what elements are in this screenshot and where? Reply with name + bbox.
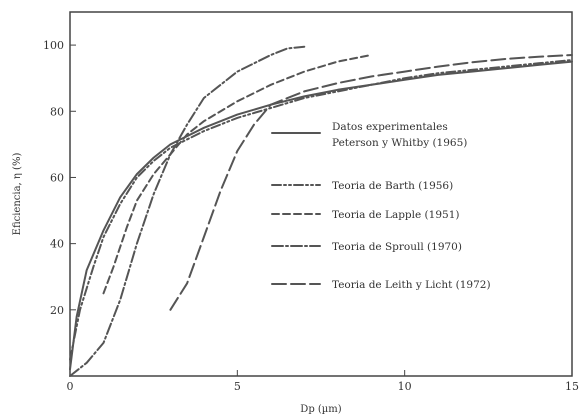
y-axis-ticks: 20 40 60 80 100 <box>43 39 76 317</box>
y-tick-label: 80 <box>50 105 64 118</box>
series-barth <box>69 59 573 361</box>
legend-label-peterson-whitby: Datos experimentales Peterson y Whitby (… <box>332 121 467 149</box>
series-lapple <box>102 54 373 295</box>
legend: Datos experimentales Peterson y Whitby (… <box>271 121 491 291</box>
legend-label-lapple: Teoria de Lapple (1951) <box>332 209 459 221</box>
x-tick-label: 5 <box>234 380 241 393</box>
series-sproull <box>69 45 306 377</box>
x-axis-label: Dp (µm) <box>300 404 341 415</box>
y-tick-label: 100 <box>43 39 64 52</box>
y-tick-label: 20 <box>50 304 64 317</box>
y-tick-label: 40 <box>50 238 64 251</box>
x-tick-label: 10 <box>398 380 412 393</box>
legend-label-leith-licht: Teoria de Leith y Licht (1972) <box>332 279 491 291</box>
series-leith-licht <box>169 54 573 311</box>
legend-label-barth: Teoria de Barth (1956) <box>332 180 453 192</box>
x-tick-label: 15 <box>565 380 579 393</box>
x-tick-label: 0 <box>67 380 74 393</box>
x-axis-ticks: 0 5 10 15 <box>67 370 579 393</box>
legend-label-sproull: Teoria de Sproull (1970) <box>332 241 462 253</box>
series-peterson-whitby <box>69 60 573 371</box>
plot-frame <box>69 11 573 377</box>
series-layer <box>69 45 573 377</box>
y-tick-label: 60 <box>50 171 64 184</box>
y-axis-label: Eficiencia, η (%) <box>12 153 23 236</box>
